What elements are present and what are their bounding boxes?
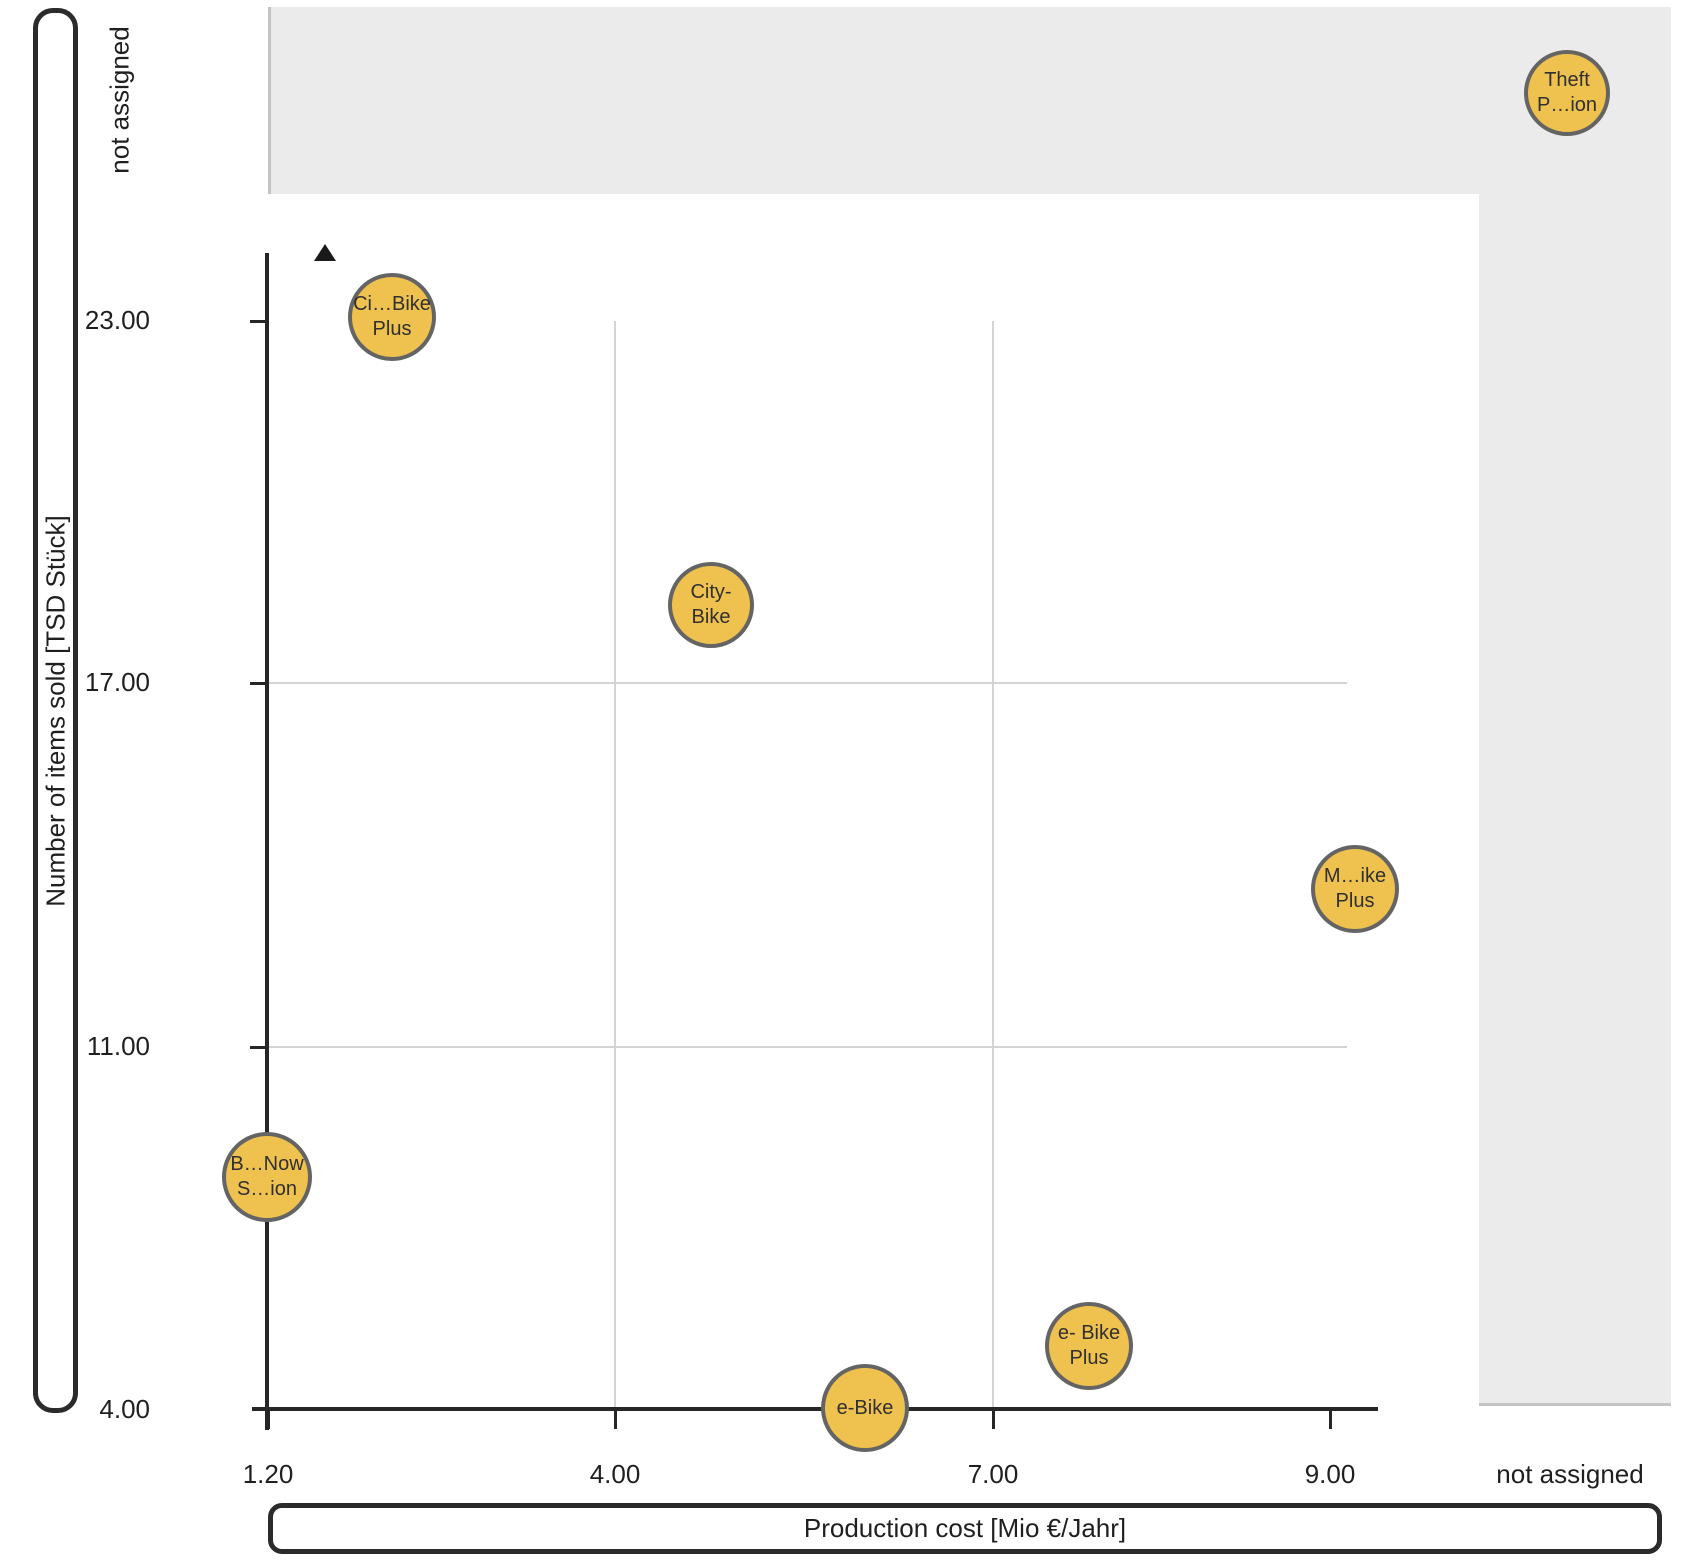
- y-tick-mark: [250, 1046, 267, 1049]
- x-tick-label: 1.20: [242, 1459, 294, 1489]
- y-tick-label: not assigned: [104, 26, 135, 174]
- y-tick-label: 4.00: [99, 1394, 150, 1424]
- x-tick-mark: [992, 1409, 995, 1429]
- x-tick-label: 4.00: [589, 1459, 641, 1489]
- x-tick-label: not assigned: [1496, 1459, 1644, 1489]
- x-tick-label: 9.00: [1304, 1459, 1356, 1489]
- y-axis-title-box: Number of items sold [TSD Stück]: [33, 8, 78, 1413]
- not-assigned-zone-right: [1479, 7, 1671, 1406]
- v-gridline: [614, 321, 616, 1409]
- v-gridline: [992, 321, 994, 1409]
- chart-bubble-label: M…ike Plus: [1323, 865, 1387, 912]
- y-tick-mark: [250, 320, 267, 323]
- chart-bubble[interactable]: M…ike Plus: [1311, 845, 1399, 933]
- chart-bubble[interactable]: e- Bike Plus: [1045, 1302, 1133, 1390]
- chart-bubble-label: Ci…Bike Plus: [353, 293, 431, 340]
- chart-bubble-label: B…Now S…ion: [230, 1153, 304, 1200]
- chart-bubble[interactable]: Ci…Bike Plus: [348, 273, 436, 361]
- x-axis-title: Production cost [Mio €/Jahr]: [803, 1513, 1127, 1543]
- x-tick-mark: [614, 1409, 617, 1429]
- x-axis-line: [252, 1407, 1378, 1411]
- chart-bubble-label: Theft P…ion: [1536, 69, 1598, 116]
- h-gridline: [268, 682, 1347, 684]
- chart-bubble-label: e-Bike: [836, 1396, 894, 1419]
- y-tick-label: 17.00: [84, 667, 150, 697]
- h-gridline: [268, 1046, 1347, 1048]
- triangle-up-marker: [314, 244, 336, 261]
- chart-bubble-label: e- Bike Plus: [1057, 1322, 1121, 1369]
- x-tick-mark: [267, 1409, 270, 1429]
- not-assigned-zone-top: [268, 7, 1671, 194]
- chart-bubble[interactable]: B…Now S…ion: [222, 1132, 312, 1222]
- y-axis-line: [265, 253, 269, 1430]
- chart-bubble[interactable]: City- Bike: [668, 562, 754, 648]
- x-tick-label: 7.00: [967, 1459, 1019, 1489]
- x-tick-mark: [1329, 1409, 1332, 1429]
- y-tick-label: 23.00: [84, 305, 150, 335]
- x-axis-title-box: Production cost [Mio €/Jahr]: [268, 1503, 1662, 1554]
- chart-bubble[interactable]: e-Bike: [821, 1364, 909, 1452]
- chart-bubble[interactable]: Theft P…ion: [1524, 50, 1610, 136]
- y-axis-title: Number of items sold [TSD Stück]: [40, 514, 70, 907]
- y-tick-mark: [250, 682, 267, 685]
- chart-bubble-label: City- Bike: [690, 581, 732, 628]
- y-tick-label: 11.00: [86, 1031, 150, 1061]
